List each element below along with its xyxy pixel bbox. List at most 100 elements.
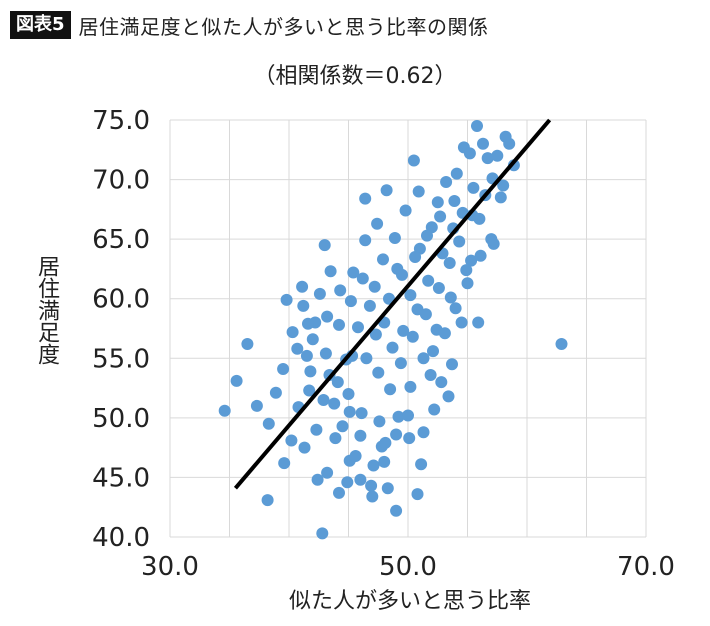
data-point — [455, 316, 468, 329]
data-point — [477, 137, 489, 150]
data-point — [286, 326, 299, 339]
data-point — [497, 179, 510, 192]
data-point — [218, 404, 231, 417]
data-point — [333, 318, 345, 331]
data-point — [303, 384, 316, 397]
data-point — [467, 181, 480, 194]
trendline-group — [233, 118, 552, 490]
y-axis-label: 居住満足度 — [34, 255, 59, 365]
data-point — [388, 232, 401, 244]
data-point — [354, 429, 367, 442]
data-point — [404, 380, 417, 393]
data-point — [474, 249, 487, 262]
data-point — [373, 415, 386, 428]
data-point — [399, 204, 412, 217]
data-point — [365, 479, 378, 492]
data-point — [368, 280, 381, 293]
x-tick-label: 50.0 — [379, 552, 437, 582]
data-point — [291, 342, 304, 355]
data-point — [419, 308, 432, 321]
data-point — [306, 333, 319, 346]
data-point — [444, 291, 457, 304]
data-point — [435, 376, 448, 389]
data-point — [230, 374, 243, 387]
data-point — [449, 302, 462, 315]
data-point — [397, 324, 410, 337]
data-point — [241, 338, 254, 350]
x-tick-label: 70.0 — [617, 552, 675, 582]
data-point — [427, 345, 439, 358]
data-point — [428, 403, 441, 416]
data-point — [460, 264, 473, 277]
data-point — [369, 328, 382, 341]
data-point — [392, 410, 405, 423]
data-point — [411, 488, 424, 501]
data-point — [450, 167, 463, 180]
data-point — [409, 251, 422, 263]
data-point — [384, 383, 397, 396]
data-point — [341, 476, 354, 489]
x-tick-label: 30.0 — [141, 552, 199, 582]
data-point — [503, 137, 516, 150]
data-point — [367, 459, 380, 472]
data-point — [417, 352, 430, 365]
data-point — [360, 352, 373, 365]
x-axis-label: 似た人が多いと思う比率 — [289, 589, 531, 614]
data-point — [302, 317, 314, 330]
data-point — [407, 154, 420, 167]
data-point — [280, 293, 293, 306]
data-point — [277, 363, 290, 375]
data-point — [465, 254, 478, 267]
data-point — [402, 409, 414, 422]
data-point — [555, 338, 568, 350]
scatter-points — [218, 120, 568, 540]
data-point — [342, 388, 355, 400]
data-point — [453, 235, 466, 248]
chart-subtitle: （相関係数＝0.62） — [253, 64, 457, 89]
data-point — [262, 417, 275, 430]
data-point — [403, 432, 416, 445]
data-point — [377, 253, 389, 266]
data-point — [321, 310, 334, 323]
data-point — [355, 407, 368, 420]
data-point — [317, 394, 330, 406]
data-point — [269, 386, 282, 399]
data-point — [352, 321, 364, 334]
data-point — [324, 265, 337, 278]
data-point — [378, 455, 391, 468]
data-point — [304, 365, 317, 378]
data-point — [366, 490, 379, 503]
data-point — [380, 184, 393, 197]
y-tick-label: 55.0 — [92, 344, 150, 374]
data-point — [349, 450, 362, 462]
data-point — [431, 196, 444, 209]
data-point — [421, 229, 433, 242]
data-point — [359, 192, 372, 205]
data-point — [261, 494, 274, 507]
data-point — [438, 327, 451, 340]
data-point — [491, 149, 504, 162]
data-point — [443, 257, 456, 269]
data-point — [481, 152, 494, 165]
data-point — [372, 366, 385, 379]
data-point — [329, 432, 342, 445]
data-point — [461, 277, 474, 290]
data-point — [471, 120, 483, 132]
data-point — [356, 272, 369, 285]
chart-title: 居住満足度と似た人が多いと思う比率の関係 — [78, 14, 489, 39]
y-tick-label: 60.0 — [92, 285, 150, 315]
y-tick-label: 40.0 — [92, 523, 150, 553]
data-point — [318, 239, 331, 252]
data-point — [440, 176, 453, 188]
chart-header: 図表5 居住満足度と似た人が多いと思う比率の関係 — [10, 10, 489, 40]
data-point — [313, 287, 326, 300]
y-tick-label: 75.0 — [92, 106, 150, 136]
data-point — [331, 376, 344, 389]
data-point — [386, 341, 399, 354]
data-point — [394, 357, 407, 370]
data-point — [250, 399, 263, 412]
data-point — [494, 191, 507, 204]
data-point — [328, 397, 341, 410]
data-point — [446, 358, 458, 371]
